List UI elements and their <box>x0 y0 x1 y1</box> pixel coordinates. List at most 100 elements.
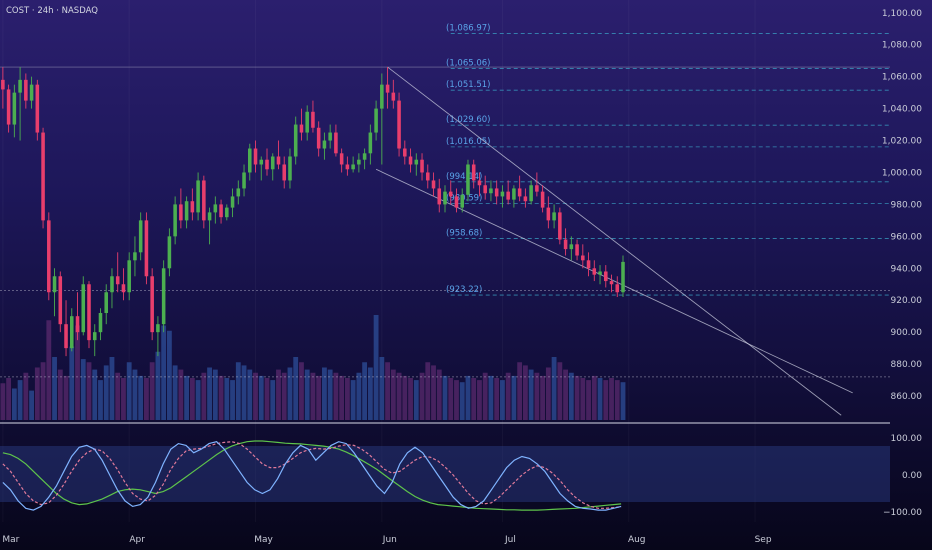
candle[interactable] <box>133 236 137 277</box>
candle[interactable] <box>339 148 344 173</box>
candle[interactable] <box>357 153 361 173</box>
candle[interactable] <box>92 324 97 357</box>
candle[interactable] <box>351 156 355 173</box>
candle[interactable] <box>202 175 206 229</box>
candle[interactable] <box>161 260 166 333</box>
candle[interactable] <box>316 121 321 157</box>
candle[interactable] <box>18 67 22 141</box>
candle[interactable] <box>603 265 608 288</box>
candle[interactable] <box>127 252 131 301</box>
candle[interactable] <box>98 308 103 341</box>
candle[interactable] <box>471 159 476 189</box>
candle[interactable] <box>58 271 63 333</box>
candle[interactable] <box>437 178 442 213</box>
candle[interactable] <box>552 204 556 229</box>
candle[interactable] <box>207 207 212 245</box>
candle[interactable] <box>81 276 86 336</box>
candle[interactable] <box>121 268 126 301</box>
candle[interactable] <box>225 204 229 221</box>
candle[interactable] <box>104 284 109 325</box>
candle[interactable] <box>586 252 591 277</box>
candle[interactable] <box>489 180 493 202</box>
candle[interactable] <box>598 265 602 285</box>
candle[interactable] <box>397 92 401 157</box>
candle[interactable] <box>425 164 430 189</box>
candle[interactable] <box>500 185 505 208</box>
candles[interactable] <box>1 67 625 357</box>
candle[interactable] <box>512 185 516 208</box>
candle[interactable] <box>414 153 419 176</box>
candle[interactable] <box>540 185 545 213</box>
candle[interactable] <box>213 196 218 224</box>
candle[interactable] <box>115 252 120 293</box>
candle[interactable] <box>167 228 172 277</box>
candle[interactable] <box>230 188 235 218</box>
candle[interactable] <box>293 116 298 165</box>
candle[interactable] <box>615 276 620 298</box>
candle[interactable] <box>448 180 453 205</box>
candle[interactable] <box>299 108 304 141</box>
candle[interactable] <box>1 67 5 109</box>
candle[interactable] <box>265 148 269 176</box>
candle[interactable] <box>322 132 327 160</box>
candle[interactable] <box>242 164 246 197</box>
candle[interactable] <box>575 239 579 261</box>
candle[interactable] <box>334 124 338 157</box>
candle[interactable] <box>443 185 447 213</box>
candle[interactable] <box>138 212 143 261</box>
candle[interactable] <box>391 79 396 109</box>
candle[interactable] <box>374 100 378 141</box>
price-axis[interactable]: 1,100.00 1,080.00 1,060.00 1,040.00 1,020.00… <box>882 9 922 402</box>
candle[interactable] <box>24 73 28 109</box>
candle[interactable] <box>270 153 275 181</box>
candle[interactable] <box>259 156 264 181</box>
candle[interactable] <box>460 188 465 213</box>
candle[interactable] <box>282 156 287 189</box>
candle[interactable] <box>454 188 459 213</box>
candle[interactable] <box>609 274 614 293</box>
candle[interactable] <box>494 180 499 205</box>
trendline[interactable] <box>387 66 842 416</box>
time-axis[interactable]: Mar Apr May Jun Jul Aug Sep <box>2 535 771 545</box>
stoch-axis[interactable]: 100.00 0.00 −100.00 <box>883 434 922 518</box>
candle[interactable] <box>288 148 292 189</box>
candle[interactable] <box>75 292 80 341</box>
candle[interactable] <box>87 281 91 349</box>
candle[interactable] <box>592 260 597 282</box>
candle[interactable] <box>12 84 17 138</box>
candle[interactable] <box>41 127 45 229</box>
candle[interactable] <box>385 67 390 109</box>
candle[interactable] <box>52 268 57 317</box>
candle[interactable] <box>276 140 281 170</box>
candle[interactable] <box>47 212 51 301</box>
candle[interactable] <box>506 180 510 205</box>
candle[interactable] <box>328 124 332 149</box>
candle[interactable] <box>420 153 424 181</box>
candle[interactable] <box>517 175 522 202</box>
candle[interactable] <box>569 236 574 261</box>
candle[interactable] <box>156 316 160 357</box>
candle[interactable] <box>69 308 74 352</box>
candle[interactable] <box>431 172 436 197</box>
candle[interactable] <box>621 255 625 298</box>
candle[interactable] <box>535 172 539 197</box>
candle[interactable] <box>311 100 315 133</box>
candle[interactable] <box>563 228 568 256</box>
candle[interactable] <box>219 199 223 224</box>
candle[interactable] <box>247 143 252 181</box>
candle[interactable] <box>558 207 562 245</box>
candle[interactable] <box>35 79 40 141</box>
candle[interactable] <box>529 180 533 205</box>
candle[interactable] <box>150 268 154 341</box>
candle[interactable] <box>345 156 350 176</box>
candle[interactable] <box>64 300 68 357</box>
candle[interactable] <box>110 268 114 309</box>
candle[interactable] <box>581 244 585 269</box>
candle[interactable] <box>196 172 200 221</box>
candle[interactable] <box>173 196 177 245</box>
candle[interactable] <box>305 105 309 141</box>
candle[interactable] <box>144 212 149 285</box>
candle[interactable] <box>362 148 367 170</box>
trendline[interactable] <box>375 168 853 394</box>
